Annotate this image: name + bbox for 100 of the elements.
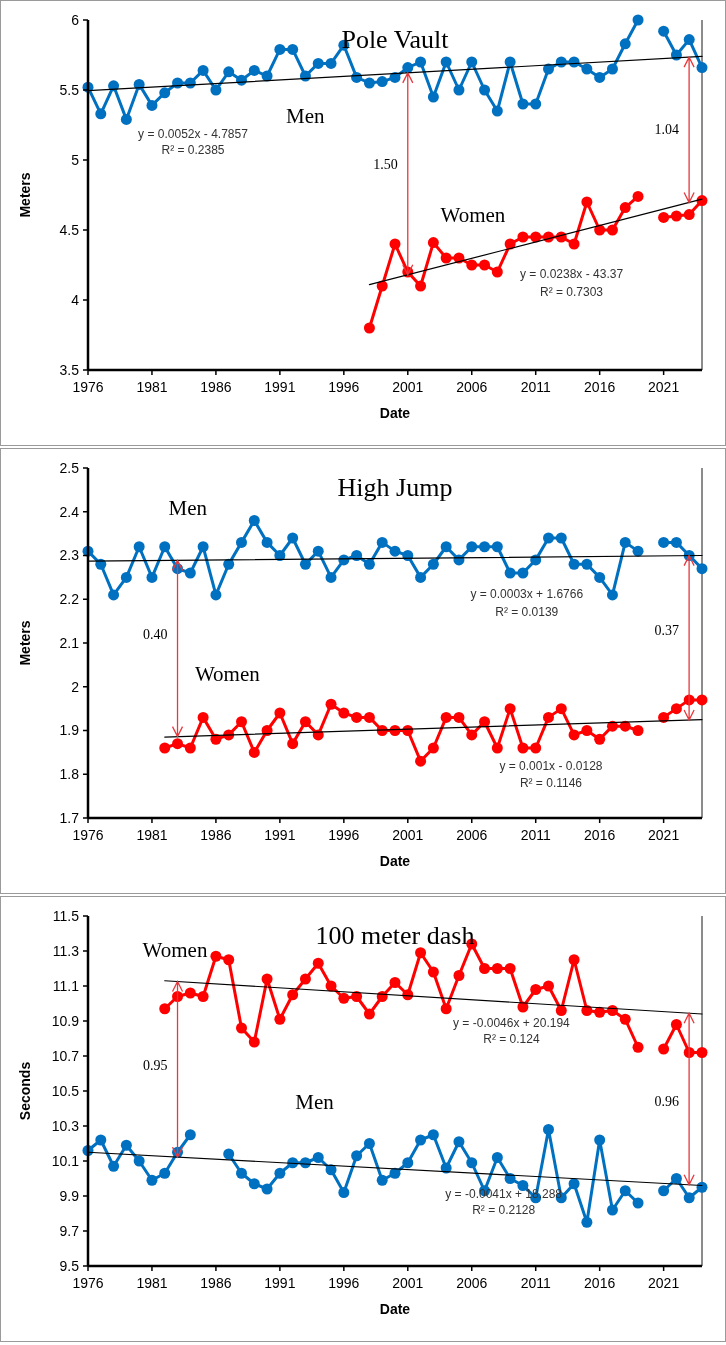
point [581, 63, 593, 75]
x-tick-label: 2011 [520, 827, 551, 843]
point [363, 558, 375, 570]
y-tick-label: 9.9 [59, 1187, 80, 1204]
point [312, 545, 324, 557]
y-tick-label: 2.3 [59, 547, 80, 564]
y-tick-label: 10.7 [51, 1047, 80, 1064]
x-tick-label: 1981 [136, 1275, 168, 1291]
point [530, 231, 542, 243]
point [479, 84, 491, 96]
point [581, 725, 593, 736]
point [184, 987, 196, 999]
x-tick-label: 1996 [328, 827, 360, 843]
x-tick-label: 1991 [264, 379, 296, 395]
point [479, 259, 491, 271]
x-tick-label: 2006 [456, 1275, 488, 1291]
x-tick-label: 2001 [392, 827, 424, 843]
point [632, 725, 644, 736]
point [261, 973, 273, 985]
chart-title: High Jump [337, 473, 453, 502]
point [363, 711, 375, 723]
y-tick-label: 10.5 [51, 1082, 80, 1099]
x-tick-label: 1991 [264, 827, 296, 843]
annotation: Men [295, 1089, 335, 1114]
point [632, 14, 644, 26]
point [325, 57, 337, 69]
x-tick-label: 1976 [72, 379, 104, 395]
point [248, 746, 260, 758]
point [683, 1192, 695, 1204]
point [491, 963, 503, 974]
point [415, 947, 427, 959]
point [172, 738, 184, 750]
point [427, 91, 439, 103]
point [338, 707, 350, 719]
point [491, 1152, 503, 1163]
point [504, 56, 516, 68]
point [197, 541, 209, 553]
annotation: Women [194, 661, 261, 686]
point [658, 1043, 670, 1055]
point [479, 716, 491, 728]
x-tick-label: 1986 [200, 827, 232, 843]
x-tick-label: 1981 [136, 827, 168, 843]
x-tick-label: 2011 [520, 379, 551, 395]
annotation: y = 0.001x - 0.0128 [499, 758, 603, 773]
annotation: y = 0.0052x - 4.7857 [138, 126, 249, 141]
point [402, 62, 414, 74]
point [555, 532, 567, 544]
point [351, 991, 363, 1002]
point [696, 563, 708, 575]
annotation: Men [168, 495, 208, 520]
annotation: 0.96 [654, 1094, 680, 1110]
y-tick-label: 10.3 [51, 1117, 80, 1134]
point [120, 113, 132, 125]
annotation: Men [286, 103, 326, 128]
point [287, 43, 299, 55]
point [568, 954, 580, 966]
point [108, 589, 120, 601]
y-tick-label: 2 [71, 678, 80, 695]
point [453, 970, 465, 981]
x-tick-label: 2016 [584, 1275, 616, 1291]
point [670, 703, 682, 715]
point [530, 742, 542, 754]
point [466, 56, 478, 68]
point [606, 224, 618, 236]
point [415, 571, 427, 583]
y-tick-label: 9.7 [59, 1222, 80, 1239]
x-axis-title: Date [379, 1301, 411, 1317]
point [543, 711, 554, 723]
point [133, 1155, 145, 1167]
point [223, 66, 235, 78]
point [376, 536, 388, 548]
point [555, 703, 567, 715]
point [581, 558, 593, 570]
point [440, 711, 452, 723]
point [248, 515, 260, 526]
point [427, 237, 439, 249]
point [581, 196, 593, 208]
annotation: 1.50 [373, 157, 398, 173]
y-axis-title: Seconds [17, 1061, 33, 1121]
x-axis-title: Date [379, 405, 411, 421]
x-tick-label: 2006 [456, 379, 488, 395]
point [274, 43, 286, 55]
point [236, 716, 247, 728]
point [197, 711, 209, 723]
x-tick-label: 2006 [456, 827, 488, 843]
x-tick-label: 1996 [328, 379, 360, 395]
point [363, 77, 375, 89]
point [543, 532, 554, 544]
point [120, 571, 132, 583]
point [184, 1129, 196, 1141]
point [670, 210, 682, 222]
point [543, 1124, 554, 1135]
x-tick-label: 2021 [648, 379, 680, 395]
y-tick-label: 1.9 [59, 722, 80, 739]
x-tick-label: 2021 [648, 827, 680, 843]
point [491, 541, 503, 553]
point [594, 571, 606, 583]
x-tick-label: 2001 [392, 379, 424, 395]
point [159, 1167, 171, 1179]
point [453, 84, 465, 96]
